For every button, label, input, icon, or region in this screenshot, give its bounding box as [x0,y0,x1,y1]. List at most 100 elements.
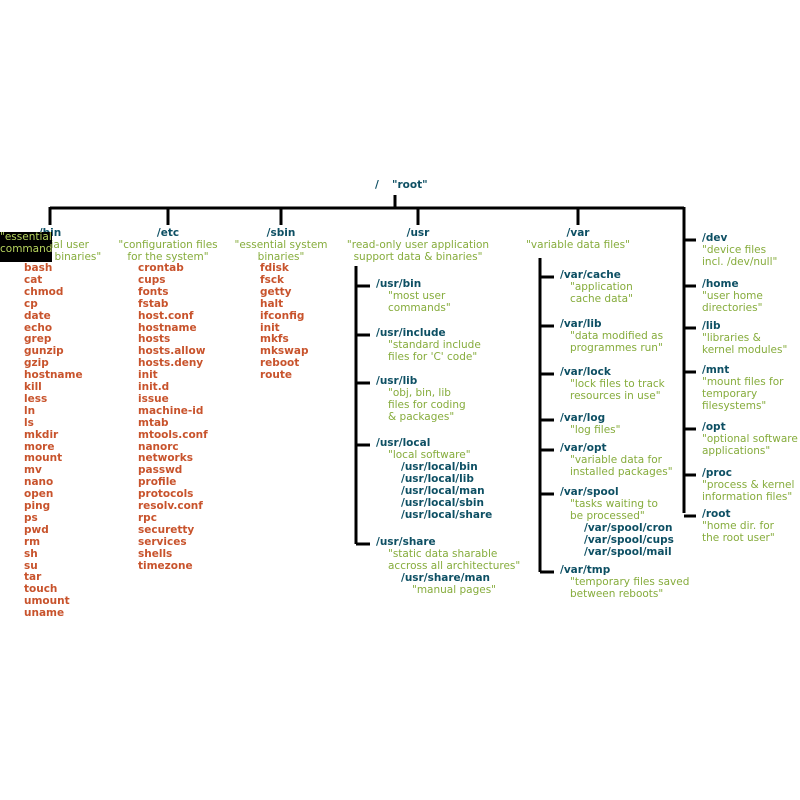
bin-file-item: rm [24,535,41,548]
top-level-dir-description: directories" [702,301,763,314]
var-child-path: /var/lock [560,366,611,378]
top-level-dir-path: /dev [702,232,728,244]
var-child-description: be processed" [570,509,645,522]
usr-grandchild-path: /usr/local/lib [401,472,474,485]
etc-file-item: services [138,535,187,548]
bin-file-item: less [24,392,48,405]
bin-file-item: more [24,440,55,453]
bin-file-item: mount [24,452,63,465]
bin-file-item: cp [24,297,38,310]
sbin-path: /sbin [266,227,296,239]
usr-grandchild-path: /usr/local/sbin [401,496,484,509]
etc-description-line-2: for the system" [127,251,209,263]
usr-child-path: /usr/include [376,327,446,339]
top-level-dir-description: applications" [702,444,771,457]
var-child-path: /var/opt [560,442,607,454]
top-level-dir-path: /root [702,508,731,520]
etc-file-item: shells [138,547,173,560]
etc-file-item: init.d [138,381,170,393]
top-level-dir-path: /lib [702,320,721,332]
usr-grandchild-path: /usr/local/man [401,484,485,497]
etc-file-item: hosts [138,333,171,346]
usr-child-description: accross all architectures" [388,559,521,572]
top-level-dir-description: "user home [702,290,763,302]
sbin-description-line-2: binaries" [257,251,305,263]
top-level-dir-path: /opt [702,421,726,433]
usr-grandchild-description: "manual pages" [412,583,497,596]
usr-grandchild-path: /usr/share/man [401,571,491,584]
top-level-dir-description: "process & kernel [702,479,795,491]
root-path: / [375,179,379,191]
usr-description-line-1: "read-only user application [346,239,490,251]
var-child-description: "log files" [570,424,621,436]
var-child-description: between reboots" [570,587,664,600]
var-child-path: /var/lib [560,318,602,330]
bin-file-item: date [24,309,51,322]
var-child-path: /var/spool [560,486,619,498]
var-child-description: "variable data for [570,454,662,466]
etc-file-item: rpc [138,511,157,524]
top-level-dir-description: temporary [702,387,758,400]
var-child-description: cache data" [570,292,633,305]
bin-file-item: mkdir [24,428,59,441]
bin-file-item: ps [24,511,38,524]
etc-file-item: profile [138,476,177,489]
var-path: /var [566,227,590,239]
usr-child-path: /usr/lib [376,375,418,387]
usr-child-description: "most user [388,290,446,302]
top-level-dir-description: "mount files for [702,376,784,388]
bin-file-item: pwd [24,523,49,536]
etc-file-item: crontab [138,262,184,274]
var-grandchild-path: /var/spool/cups [584,533,674,546]
bin-file-item: grep [24,333,52,346]
var-child-description: "tasks waiting to [570,498,658,510]
top-level-dir-description: the root user" [702,531,775,544]
sbin-file-item: ifconfig [260,309,305,322]
bin-file-item: open [24,488,54,501]
sbin-file-item: reboot [260,357,300,370]
sbin-file-item: mkfs [260,333,289,346]
root-description: "root" [392,179,428,191]
bin-file-item: hostname [24,369,83,382]
usr-child-description: "static data sharable [388,548,498,560]
etc-file-item: nanorc [138,440,179,453]
top-level-dir-description: filesystems" [702,399,767,412]
etc-file-item: init [138,369,158,382]
var-grandchild-path: /var/spool/mail [584,545,672,558]
var-child-description: "data modified as [570,330,664,342]
top-level-dir-description: "libraries & [702,332,761,344]
var-child-description: programmes run" [570,341,663,354]
etc-file-item: host.conf [138,309,194,322]
top-level-dir-description: "device files [702,244,767,256]
var-child-path: /var/log [560,412,606,424]
usr-child-path: /usr/share [376,536,436,548]
bin-file-item: touch [24,583,58,596]
etc-file-item: resolv.conf [138,500,203,512]
etc-file-item: securetty [138,523,195,536]
bin-file-item: umount [24,595,70,608]
usr-grandchild-path: /usr/local/bin [401,460,478,473]
sbin-file-item: mkswap [260,345,309,358]
bin-file-item: ln [24,404,36,417]
etc-file-item: issue [138,392,169,405]
bin-file-item: nano [24,476,54,489]
bin-file-item: mv [24,464,42,477]
etc-description-line-1: "configuration files [118,239,218,251]
bin-tooltip-line-1: "essential [0,232,52,243]
bin-file-item: su [24,559,38,572]
var-child-path: /var/cache [560,269,621,281]
sbin-file-item: init [260,321,280,334]
bin-file-item: tar [24,571,42,584]
etc-file-item: machine-id [138,404,204,417]
etc-path: /etc [156,227,180,239]
etc-file-item: hosts.allow [138,345,206,358]
sbin-file-item: halt [260,297,284,310]
bin-description-tooltip: "essential command [0,232,52,262]
usr-child-description: & packages" [388,410,455,423]
usr-child-description: commands" [388,301,451,314]
top-level-dir-path: /mnt [702,364,730,376]
var-child-description: resources in use" [570,389,661,402]
top-level-dir-path: /proc [702,467,732,479]
